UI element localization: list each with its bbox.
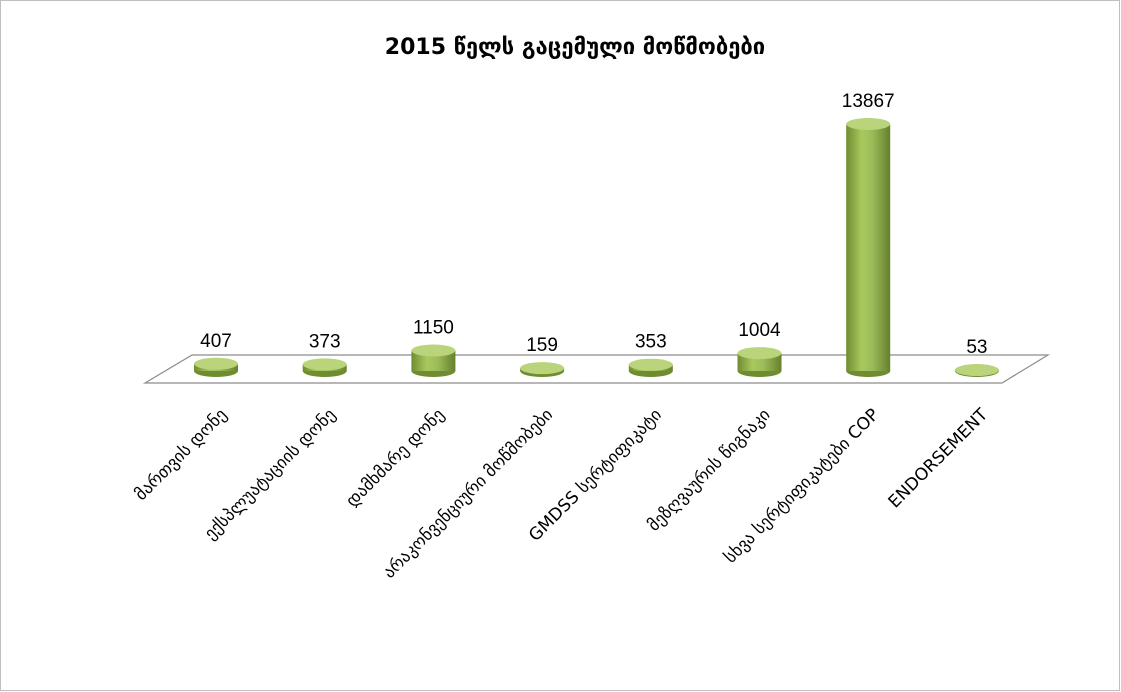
bar-top: [302, 358, 347, 371]
bar-top: [520, 362, 565, 375]
bar-top: [737, 347, 782, 360]
value-label: 159: [526, 335, 558, 356]
value-label: 1004: [738, 320, 781, 341]
value-label: 13867: [842, 91, 895, 112]
bar-top: [954, 364, 999, 377]
chart-title: 2015 წელს გაცემული მოწმობები: [385, 35, 765, 60]
value-label: 353: [635, 332, 667, 353]
bar-top: [846, 118, 891, 130]
bar-top: [411, 344, 456, 357]
value-label: 53: [966, 337, 987, 358]
bar: [846, 124, 891, 371]
value-label: 407: [200, 331, 232, 352]
value-label: 373: [309, 331, 341, 352]
value-label: 1150: [413, 318, 454, 339]
bar-top: [628, 358, 673, 371]
bar-top: [194, 357, 238, 370]
floor: [142, 354, 1051, 384]
